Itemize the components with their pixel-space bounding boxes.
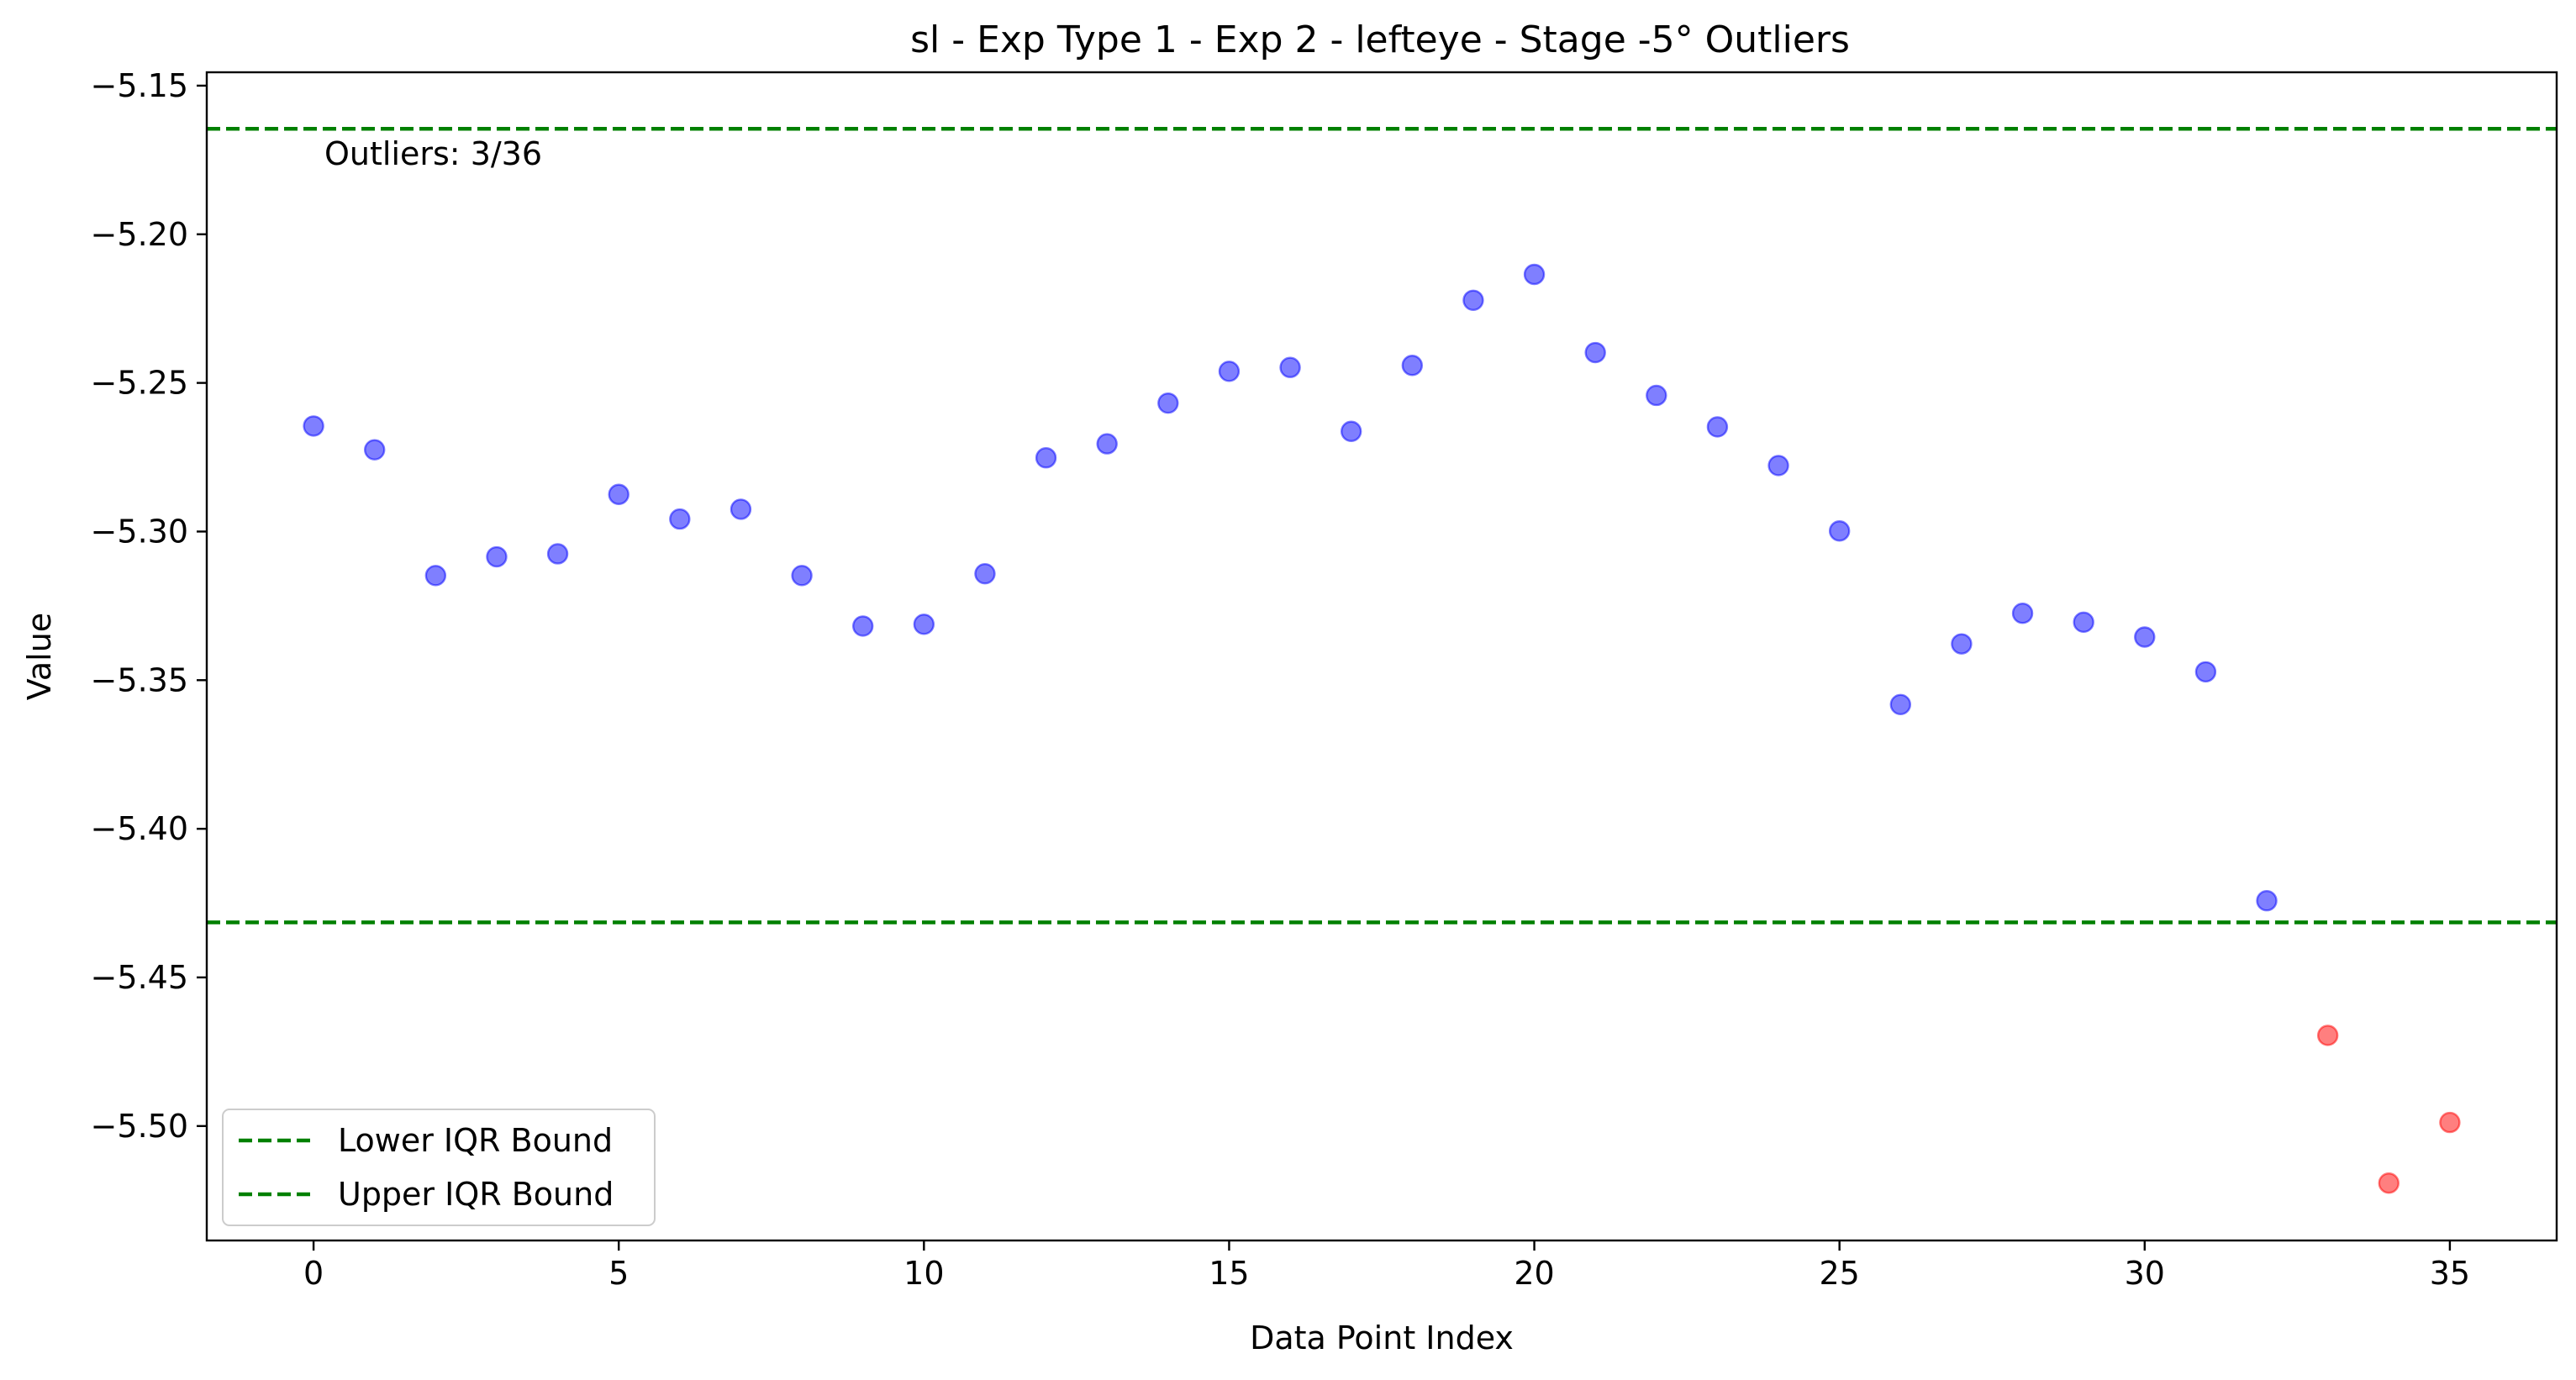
x-axis: 0 5 10 15 20 25 30 35 bbox=[303, 1240, 2470, 1292]
inlier-point bbox=[791, 565, 813, 587]
y-tick-label: −5.35 bbox=[91, 661, 188, 698]
plot-frame bbox=[205, 71, 2558, 1242]
inlier-point bbox=[2011, 603, 2034, 624]
inlier-point bbox=[1951, 633, 1973, 655]
x-tick-label: 0 bbox=[303, 1255, 324, 1292]
x-axis-label: Data Point Index bbox=[1250, 1319, 1514, 1356]
inlier-point bbox=[852, 615, 874, 637]
inlier-point bbox=[1096, 433, 1118, 455]
x-tick-label: 10 bbox=[903, 1255, 944, 1292]
inlier-point bbox=[608, 483, 630, 505]
inlier-point bbox=[2256, 890, 2278, 912]
outlier-count-annotation: Outliers: 3/36 bbox=[324, 135, 542, 172]
inlier-point bbox=[1401, 355, 1424, 377]
chart-title: sl - Exp Type 1 - Exp 2 - lefteye - Stag… bbox=[910, 18, 1850, 61]
inlier-point bbox=[1706, 416, 1729, 438]
y-tick-label: −5.15 bbox=[91, 67, 188, 104]
inlier-point bbox=[1340, 420, 1362, 442]
legend-box bbox=[222, 1109, 656, 1226]
inlier-point bbox=[2134, 626, 2156, 648]
inlier-point bbox=[2194, 661, 2217, 683]
inlier-point bbox=[1523, 263, 1546, 286]
inlier-point bbox=[1218, 361, 1241, 382]
x-tick-label: 20 bbox=[1514, 1255, 1554, 1292]
inlier-point bbox=[1157, 392, 1179, 414]
inlier-point bbox=[1279, 356, 1301, 378]
legend-label-lower-bound: Lower IQR Bound bbox=[338, 1122, 613, 1159]
y-tick-label: −5.40 bbox=[91, 810, 188, 847]
outlier-point bbox=[2316, 1024, 2339, 1046]
x-tick-label: 25 bbox=[1819, 1255, 1859, 1292]
y-tick-label: −5.50 bbox=[91, 1108, 188, 1145]
inlier-point bbox=[1584, 341, 1606, 364]
iqr-bound-lines bbox=[207, 126, 2557, 924]
inlier-point bbox=[303, 415, 324, 437]
y-axis-label: Value bbox=[21, 613, 58, 700]
inlier-point bbox=[669, 508, 691, 530]
inlier-point bbox=[2073, 611, 2094, 634]
x-tick-label: 30 bbox=[2125, 1255, 2165, 1292]
outlier-point bbox=[2439, 1111, 2461, 1134]
data-points bbox=[303, 263, 2461, 1194]
inlier-point bbox=[486, 545, 508, 568]
legend: Lower IQR Bound Upper IQR Bound bbox=[222, 1109, 656, 1226]
inlier-point bbox=[974, 562, 996, 585]
outlier-point bbox=[2378, 1172, 2400, 1194]
legend-label-upper-bound: Upper IQR Bound bbox=[338, 1176, 614, 1213]
inlier-point bbox=[1889, 693, 1911, 715]
inlier-point bbox=[1462, 289, 1484, 311]
inlier-point bbox=[546, 543, 569, 565]
inlier-point bbox=[1767, 455, 1789, 477]
inlier-point bbox=[730, 498, 752, 520]
y-tick-label: −5.45 bbox=[91, 959, 188, 996]
inlier-point bbox=[1035, 447, 1057, 469]
inlier-point bbox=[364, 439, 386, 461]
y-tick-label: −5.30 bbox=[91, 513, 188, 550]
x-tick-label: 35 bbox=[2430, 1255, 2470, 1292]
inlier-point bbox=[1646, 384, 1667, 407]
inlier-point bbox=[424, 565, 447, 587]
inlier-point bbox=[1828, 520, 1851, 542]
x-tick-label: 5 bbox=[608, 1255, 629, 1292]
x-tick-label: 15 bbox=[1209, 1255, 1249, 1292]
plot-area bbox=[207, 72, 2557, 1240]
inlier-point bbox=[913, 614, 935, 635]
y-tick-label: −5.20 bbox=[91, 216, 188, 253]
y-axis: −5.15 −5.20 −5.25 −5.30 −5.35 −5.40 −5.45 −5.50 bbox=[91, 67, 207, 1145]
y-tick-label: −5.25 bbox=[91, 365, 188, 402]
